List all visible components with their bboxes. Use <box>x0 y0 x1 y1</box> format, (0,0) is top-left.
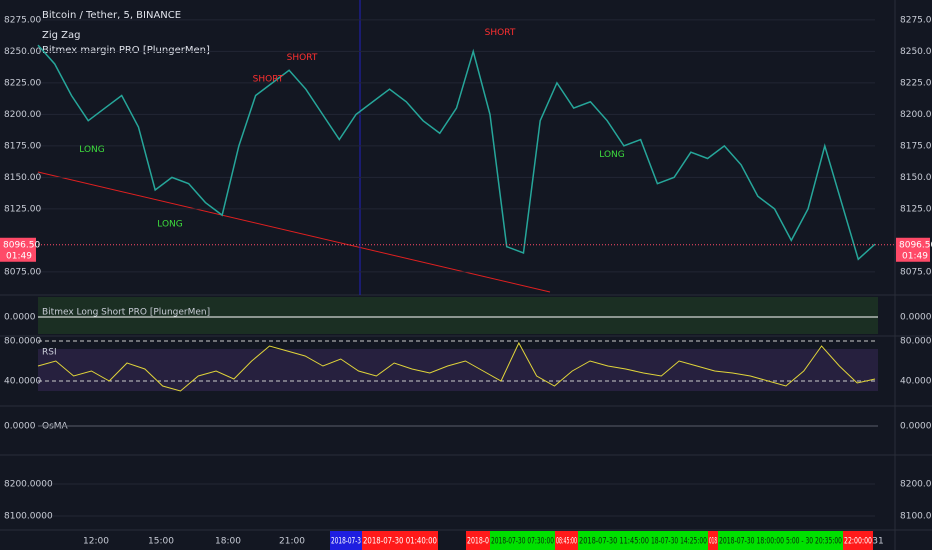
y-tick-label: 8250.00 <box>4 47 41 57</box>
long-short-band <box>38 297 878 334</box>
y-tick-label: 8275.00 <box>4 15 41 25</box>
time-badge <box>555 531 578 550</box>
pane-title: Bitmex Long Short PRO [PlungerMen] <box>42 308 210 318</box>
y-tick-label: 8125.00 <box>900 204 932 214</box>
time-badge <box>362 531 438 550</box>
rsi-band <box>38 349 878 391</box>
y-tick-label: 8200.0000 <box>4 480 53 490</box>
y-tick-label: 8225.00 <box>4 78 41 88</box>
time-label: 2018-07-30 01:40:00 <box>363 537 437 547</box>
tick-label: 0.0000 <box>900 422 932 432</box>
countdown: 01:49 <box>902 251 928 261</box>
y-tick-label: 8200.00 <box>900 110 932 120</box>
y-tick-label: 8175.00 <box>4 141 41 151</box>
time-label: 31 <box>872 537 883 547</box>
time-badge <box>718 531 785 550</box>
time-label: 08:45:00 <box>556 537 577 547</box>
y-tick-label: 8200.00 <box>4 110 41 120</box>
y-tick-label: 8200.0000 <box>900 480 932 490</box>
signal-label: LONG <box>79 145 105 155</box>
price-line <box>37 44 876 261</box>
time-label: 2018-07-30 11:45:00 <box>579 537 649 547</box>
time-label: 12:00 <box>83 537 109 547</box>
signal-label: LONG <box>157 219 183 229</box>
signal-label: LONG <box>599 150 625 160</box>
price-badge <box>0 237 36 262</box>
countdown: 01:49 <box>6 251 32 261</box>
y-tick-label: 8100.0000 <box>900 511 932 521</box>
time-badge <box>843 531 873 550</box>
y-tick-label: 40.0000 <box>900 377 932 387</box>
time-badge <box>490 531 555 550</box>
price-badge <box>896 237 930 262</box>
signal-label: SHORT <box>287 53 318 63</box>
y-tick-label: 80.0000 <box>900 337 932 347</box>
y-tick-label: 8125.00 <box>4 204 41 214</box>
time-badge <box>466 531 490 550</box>
time-label: 15:00 <box>148 537 174 547</box>
time-label: 5:00 - 30 20:35:00 <box>786 537 842 547</box>
time-badge <box>650 531 708 550</box>
last-price-label: 8096.50 <box>3 240 40 250</box>
tick-label: 0.0000 <box>4 313 36 323</box>
pane-title: RSI <box>42 348 57 358</box>
tick-label: 0.0000 <box>900 313 932 323</box>
y-tick-label: 80.0000 <box>4 337 41 347</box>
y-tick-label: 8075.00 <box>900 267 932 277</box>
time-badge <box>578 531 650 550</box>
indicator-name: Zig Zag <box>42 30 80 41</box>
y-tick-label: 8250.00 <box>900 47 932 57</box>
y-tick-label: 8275.00 <box>900 15 932 25</box>
time-label: 22:00:00 <box>844 537 872 547</box>
time-label: 18-07-30 14:25:00 <box>651 537 707 547</box>
last-price-label: 8096.50 <box>899 240 932 250</box>
y-tick-label: 8175.00 <box>900 141 932 151</box>
chart-title: Bitcoin / Tether, 5, BINANCE <box>42 10 181 21</box>
y-tick-label: 8075.00 <box>4 267 41 277</box>
time-badge <box>708 531 718 550</box>
time-badge <box>785 531 843 550</box>
time-label: 2018-07-3 <box>331 537 361 547</box>
y-tick-label: 8150.00 <box>900 173 932 183</box>
y-tick-label: 8225.00 <box>900 78 932 88</box>
time-label: 2018-07-30 07:30:00 <box>491 537 554 547</box>
indicator-name: Bitmex margin PRO [PlungerMen] <box>42 45 210 56</box>
time-label: 2018-07-30 18:00:00 <box>719 537 784 547</box>
signal-label: SHORT <box>253 75 284 85</box>
time-badge <box>330 531 362 550</box>
y-tick-label: 40.0000 <box>4 377 41 387</box>
y-tick-label: 8150.00 <box>4 173 41 183</box>
time-label: 18:00 <box>215 537 241 547</box>
y-tick-label: 8100.0000 <box>4 511 53 521</box>
time-label: 018 <box>709 537 717 547</box>
rsi-line <box>37 341 876 392</box>
time-label: 21:00 <box>279 537 305 547</box>
tick-label: 0.0000 <box>4 422 36 432</box>
time-label: 2018-0 <box>467 537 489 547</box>
signal-label: SHORT <box>485 28 516 38</box>
